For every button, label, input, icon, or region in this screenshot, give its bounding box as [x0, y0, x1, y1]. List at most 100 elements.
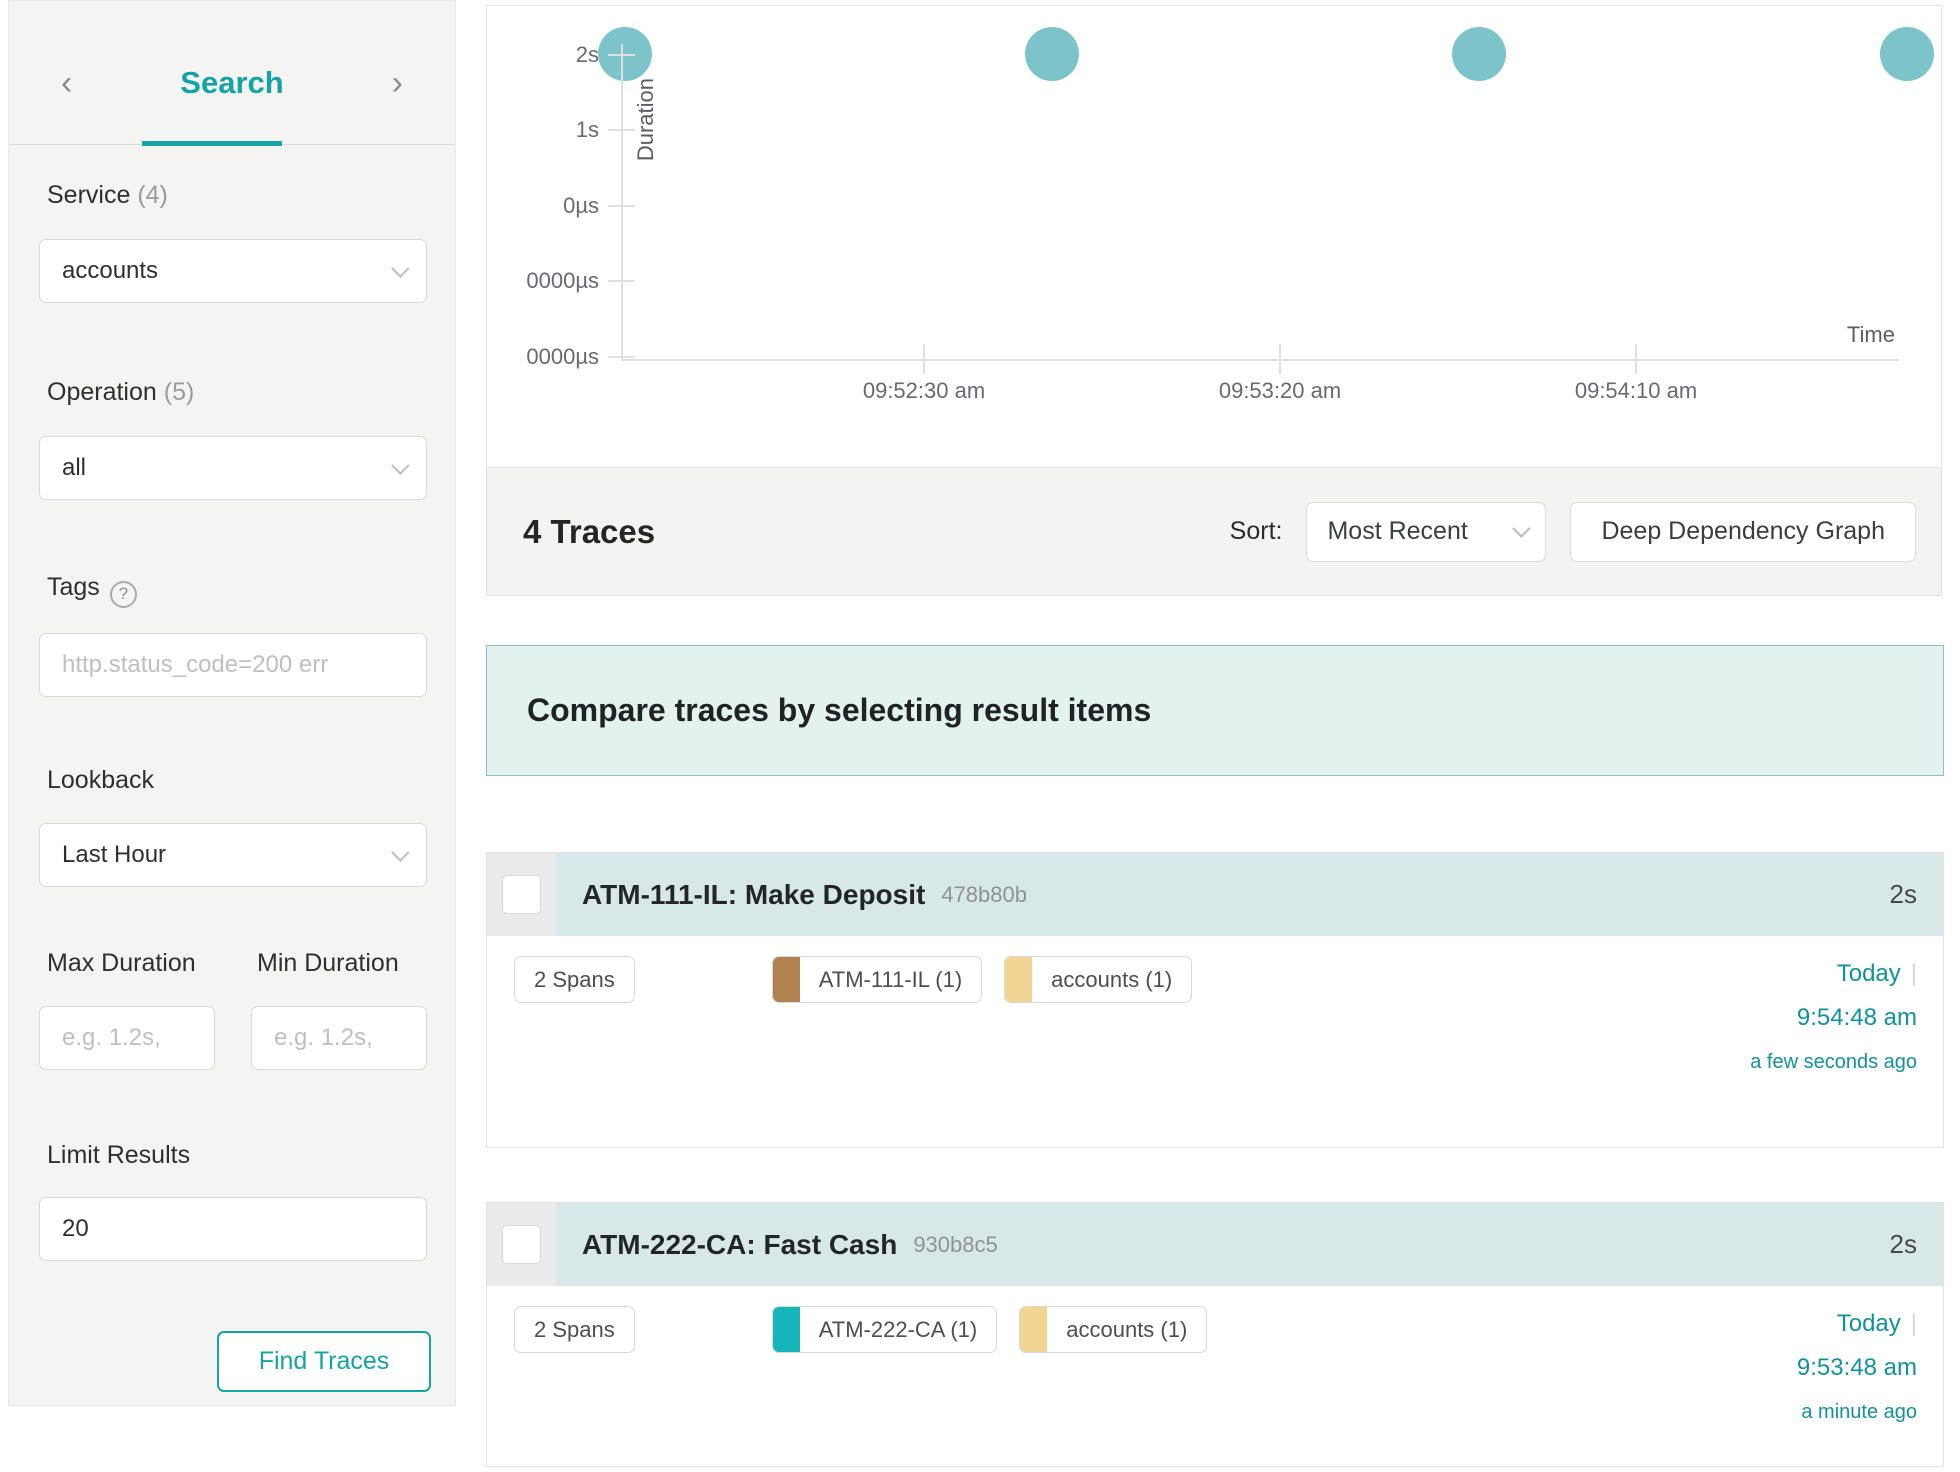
trace-duration: 2s: [1889, 1229, 1917, 1259]
x-tick-label: 09:54:10 am: [1574, 378, 1698, 403]
trace-checkbox[interactable]: [502, 1225, 541, 1264]
y-tick-mark: [608, 129, 635, 131]
tags-input-box: [39, 633, 427, 697]
sort-label: Sort:: [1229, 517, 1283, 545]
operation-label: Operation (5): [47, 378, 195, 406]
trace-timestamp: Today | 9:54:48 am a few seconds ago: [1739, 952, 1917, 1084]
trace-id: 930b8c5: [913, 1231, 998, 1257]
y-tick-label: 1s: [575, 117, 599, 142]
scatter-point[interactable]: [1025, 27, 1080, 81]
operation-select-value: all: [62, 454, 87, 481]
lookback-select-value: Last Hour: [62, 841, 167, 868]
collapse-left-icon[interactable]: ‹: [61, 64, 73, 102]
service-pill: accounts (1): [1004, 956, 1193, 1003]
trace-result-card: ATM-111-IL: Make Deposit 478b80b 2s 2 Sp…: [486, 852, 1944, 1148]
trace-header[interactable]: ATM-222-CA: Fast Cash 930b8c5 2s: [487, 1203, 1943, 1286]
trace-title: ATM-111-IL: Make Deposit: [582, 878, 926, 910]
sidebar-nav: ‹ Search ›: [9, 53, 455, 113]
lookback-select[interactable]: Last Hour: [39, 823, 427, 887]
max-duration-label: Max Duration: [47, 949, 196, 977]
checkbox-cell: [487, 853, 556, 936]
service-color-swatch: [772, 957, 800, 1002]
chevron-down-icon: [391, 842, 410, 862]
tab-search[interactable]: Search: [180, 65, 284, 100]
trace-header[interactable]: ATM-111-IL: Make Deposit 478b80b 2s: [487, 853, 1943, 936]
trace-duration: 2s: [1889, 879, 1917, 909]
scatter-point[interactable]: [1452, 27, 1507, 81]
deep-dependency-graph-button[interactable]: Deep Dependency Graph: [1570, 501, 1916, 562]
span-count-pill: 2 Spans: [514, 956, 635, 1003]
trace-title: ATM-222-CA: Fast Cash: [582, 1228, 898, 1260]
max-duration-input[interactable]: [62, 1024, 192, 1052]
x-tick-label: 09:52:30 am: [862, 378, 986, 403]
trace-body: 2 Spans ATM-222-CA (1) accounts (1) Toda…: [487, 1286, 1943, 1466]
x-tick-mark: [923, 344, 925, 374]
min-duration-box: [251, 1006, 427, 1070]
date-separator: |: [1910, 960, 1917, 987]
sort-controls: Sort: Most Recent Deep Dependency Graph: [1229, 501, 1916, 562]
service-pill: ATM-111-IL (1): [771, 956, 983, 1003]
service-pill: ATM-222-CA (1): [771, 1306, 998, 1353]
trace-checkbox[interactable]: [502, 875, 541, 914]
trace-id: 478b80b: [941, 881, 1027, 907]
max-duration-box: [39, 1006, 215, 1070]
duration-scatter-chart: 0000µs 0000µs 0µs 1s 2s 09:52:30 am 09:53:20 …: [486, 5, 1942, 467]
x-tick-mark: [1635, 344, 1637, 374]
help-icon[interactable]: ?: [109, 580, 137, 608]
chevron-down-icon: [391, 455, 410, 475]
operation-select[interactable]: all: [39, 436, 427, 500]
search-sidebar: ‹ Search › Service (4) accounts Operatio…: [8, 0, 456, 1406]
scatter-point[interactable]: [1879, 27, 1934, 81]
trace-relative-time: a few seconds ago: [1750, 1051, 1917, 1073]
x-axis-title: Time: [1846, 322, 1895, 347]
results-header-bar: 4 Traces Sort: Most Recent Deep Dependen…: [486, 467, 1942, 596]
trace-tags: 2 Spans ATM-111-IL (1) accounts (1): [514, 956, 1193, 1003]
service-color-swatch: [1020, 1307, 1048, 1352]
trace-date: Today: [1836, 1310, 1901, 1337]
chevron-down-icon: [1512, 519, 1531, 538]
trace-header-main: ATM-111-IL: Make Deposit 478b80b 2s: [556, 853, 1943, 936]
active-tab-underline: [142, 141, 282, 146]
find-traces-button[interactable]: Find Traces: [217, 1331, 431, 1392]
limit-results-input[interactable]: [62, 1215, 404, 1243]
trace-timestamp: Today | 9:53:48 am a minute ago: [1739, 1302, 1917, 1434]
min-duration-input[interactable]: [274, 1024, 404, 1052]
limit-results-label: Limit Results: [47, 1141, 191, 1169]
compare-banner-text: Compare traces by selecting result items: [527, 692, 1152, 728]
trace-tags: 2 Spans ATM-222-CA (1) accounts (1): [514, 1306, 1208, 1353]
y-tick-mark: [608, 280, 635, 282]
service-label: Service (4): [47, 181, 168, 209]
operation-count: (5): [163, 378, 195, 406]
sort-select-value: Most Recent: [1327, 517, 1468, 545]
lookback-label: Lookback: [47, 766, 155, 794]
x-tick-label: 09:53:20 am: [1218, 378, 1342, 403]
tags-label: Tags?: [47, 573, 137, 608]
date-separator: |: [1910, 1310, 1917, 1337]
y-tick-label: 0000µs: [526, 268, 599, 293]
y-axis-title: Duration: [633, 78, 658, 162]
chevron-down-icon: [391, 258, 410, 278]
trace-relative-time: a minute ago: [1801, 1401, 1917, 1423]
service-color-swatch: [772, 1307, 800, 1352]
y-tick-label: 0000µs: [526, 343, 599, 369]
trace-time: 9:53:48 am: [1796, 1354, 1917, 1381]
limit-results-box: [39, 1197, 427, 1261]
service-select[interactable]: accounts: [39, 239, 427, 303]
tags-input[interactable]: [62, 651, 404, 679]
service-color-swatch: [1005, 957, 1033, 1002]
checkbox-cell: [487, 1203, 556, 1286]
collapse-right-icon[interactable]: ›: [391, 64, 403, 102]
y-tick-mark: [608, 53, 635, 56]
x-axis-line: [621, 359, 1899, 361]
trace-time: 9:54:48 am: [1796, 1004, 1917, 1031]
span-count-pill: 2 Spans: [514, 1306, 635, 1353]
trace-header-main: ATM-222-CA: Fast Cash 930b8c5 2s: [556, 1203, 1943, 1286]
y-tick-mark: [608, 355, 635, 358]
sort-select[interactable]: Most Recent: [1306, 501, 1547, 562]
service-select-value: accounts: [62, 257, 159, 284]
x-tick-mark: [1279, 344, 1281, 374]
y-axis-line: [621, 44, 623, 361]
trace-body: 2 Spans ATM-111-IL (1) accounts (1) Toda…: [487, 936, 1943, 1147]
y-tick-label: 2s: [575, 41, 599, 67]
